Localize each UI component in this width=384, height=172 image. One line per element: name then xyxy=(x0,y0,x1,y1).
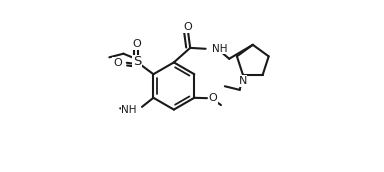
Text: O: O xyxy=(209,93,218,103)
Text: O: O xyxy=(184,22,192,32)
Text: NH: NH xyxy=(212,44,227,54)
Text: O: O xyxy=(113,58,122,68)
Text: NH: NH xyxy=(121,105,137,115)
Text: N: N xyxy=(238,76,247,86)
Text: S: S xyxy=(133,55,141,68)
Text: O: O xyxy=(133,39,141,49)
